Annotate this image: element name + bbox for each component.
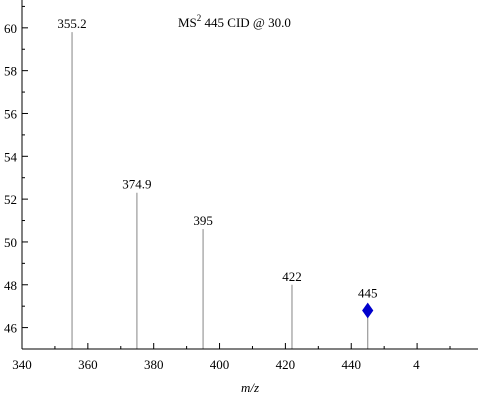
y-tick-label: 48: [4, 278, 17, 293]
precursor-diamond-icon: [362, 302, 374, 319]
y-tick-label: 46: [4, 321, 18, 336]
chart-title: MS2 445 CID @ 30.0: [178, 13, 291, 30]
x-tick-label: 400: [210, 357, 230, 372]
y-tick-label: 54: [4, 149, 18, 164]
peak-label: 422: [282, 269, 302, 284]
x-tick-label: 340: [12, 357, 32, 372]
peak-label: 355.2: [57, 16, 86, 31]
x-tick-label: 360: [78, 357, 98, 372]
x-tick-label: 440: [341, 357, 361, 372]
peak-labels: 355.2 374.9 395 422 445: [57, 16, 377, 300]
peak-label: 445: [358, 285, 378, 300]
peak-label: 395: [193, 213, 213, 228]
y-tick-label: 58: [4, 64, 17, 79]
x-axis-title: m/z: [241, 380, 259, 395]
y-tick-label: 56: [4, 106, 18, 121]
y-tick-label: 60: [4, 21, 17, 36]
y-tick-label: 52: [4, 192, 17, 207]
precursor-marker: [362, 302, 374, 319]
x-tick-label: 4: [413, 357, 420, 372]
peak-label: 374.9: [122, 177, 151, 192]
y-tick-label: 50: [4, 235, 17, 250]
x-axis-ticks: 340 360 380 400 420 440 4: [12, 343, 451, 372]
x-tick-label: 380: [144, 357, 164, 372]
y-axis-ticks: 46 48 50 52 54 56 58 60: [4, 5, 28, 336]
spectrum-peaks: [71, 32, 369, 349]
x-tick-label: 420: [276, 357, 296, 372]
